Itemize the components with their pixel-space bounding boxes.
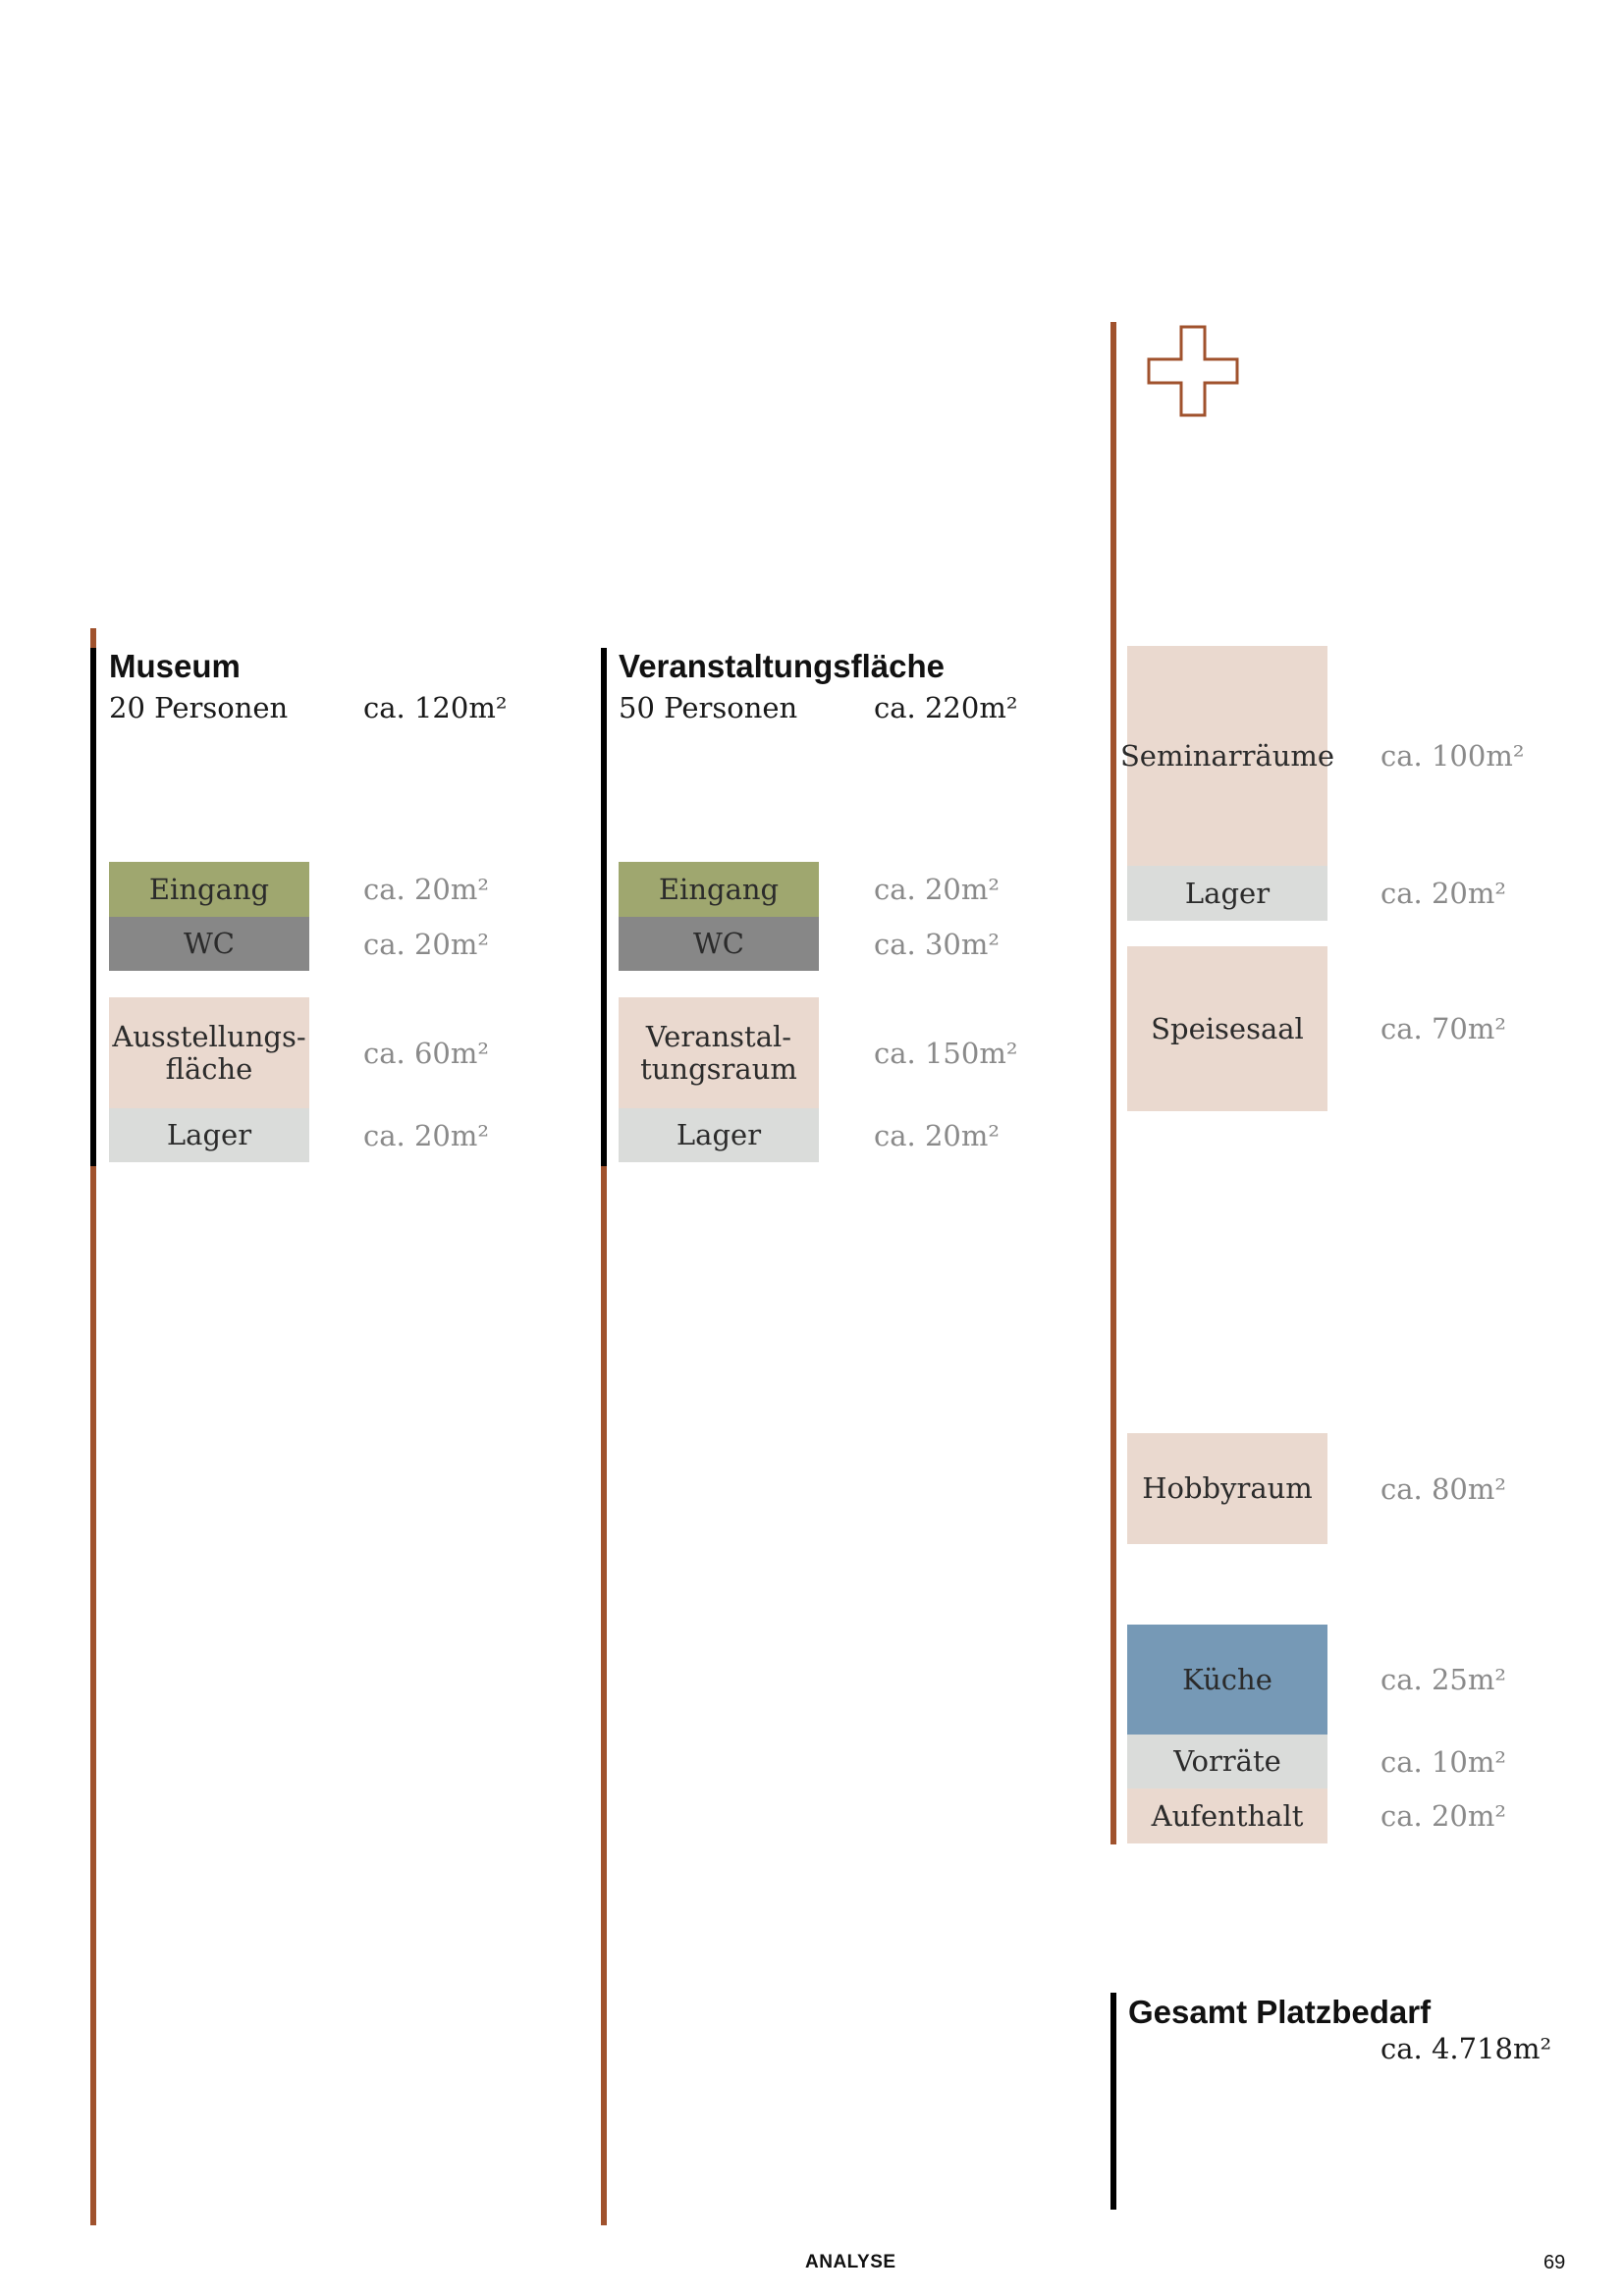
plus-accent-line — [1110, 322, 1116, 1844]
plus-area-aufenthalt: ca. 20m² — [1380, 1799, 1506, 1833]
museum-area-wc: ca. 20m² — [363, 927, 489, 961]
museum-room-ausstellung-label: Ausstellungs- fläche — [112, 1019, 306, 1086]
veranstaltung-room-lager: Lager — [619, 1108, 819, 1162]
veranstaltung-persons: 50 Personen — [619, 691, 798, 724]
plus-room-seminarraeume: Seminarräume — [1120, 646, 1334, 866]
plus-room-lager: Lager — [1127, 866, 1327, 921]
museum-room-lager: Lager — [109, 1108, 309, 1162]
plus-room-aufenthalt: Aufenthalt — [1127, 1789, 1327, 1843]
veranstaltung-room-wc: WC — [619, 917, 819, 971]
plus-area-seminarraeume: ca. 100m² — [1380, 739, 1525, 773]
veranstaltung-area-veranstaltungsraum: ca. 150m² — [874, 1036, 1018, 1070]
museum-area-ausstellung: ca. 60m² — [363, 1036, 489, 1070]
museum-total: ca. 120m² — [363, 691, 508, 724]
plus-area-lager: ca. 20m² — [1380, 877, 1506, 910]
veranstaltung-room-veranstaltungsraum: Veranstal- tungsraum — [619, 997, 819, 1108]
plus-icon — [1147, 325, 1239, 417]
museum-title: Museum — [109, 648, 241, 684]
veranstaltung-room-veranstaltungsraum-label: Veranstal- tungsraum — [640, 1019, 797, 1086]
gesamt-total: ca. 4.718m² — [1380, 2032, 1552, 2065]
veranstaltung-total: ca. 220m² — [874, 691, 1018, 724]
veranstaltung-black-line — [601, 648, 607, 1166]
museum-accent-line — [90, 628, 96, 2225]
museum-room-eingang: Eingang — [109, 862, 309, 917]
gesamt-black-line — [1110, 1993, 1116, 2210]
veranstaltung-area-eingang: ca. 20m² — [874, 873, 1000, 906]
plus-room-vorraete: Vorräte — [1127, 1735, 1327, 1789]
plus-room-kueche: Küche — [1127, 1625, 1327, 1735]
museum-room-wc: WC — [109, 917, 309, 971]
museum-room-ausstellung: Ausstellungs- fläche — [109, 997, 309, 1108]
museum-area-eingang: ca. 20m² — [363, 873, 489, 906]
museum-area-lager: ca. 20m² — [363, 1118, 489, 1152]
veranstaltung-room-eingang: Eingang — [619, 862, 819, 917]
veranstaltung-area-wc: ca. 30m² — [874, 927, 1000, 961]
plus-area-vorraete: ca. 10m² — [1380, 1744, 1506, 1779]
plus-area-kueche: ca. 25m² — [1380, 1663, 1506, 1696]
gesamt-title: Gesamt Platzbedarf — [1128, 1994, 1432, 2030]
footer-section-label: ANALYSE — [805, 2252, 896, 2272]
plus-room-speisesaal: Speisesaal — [1127, 946, 1327, 1111]
veranstaltung-title: Veranstaltungsfläche — [619, 648, 945, 684]
veranstaltung-accent-line — [601, 648, 607, 2225]
plus-area-hobbyraum: ca. 80m² — [1380, 1471, 1506, 1506]
museum-black-line — [90, 648, 96, 1166]
plus-room-hobbyraum: Hobbyraum — [1127, 1433, 1327, 1544]
plus-area-speisesaal: ca. 70m² — [1380, 1012, 1506, 1045]
museum-persons: 20 Personen — [109, 691, 289, 724]
page-number: 69 — [1543, 2252, 1566, 2273]
veranstaltung-area-lager: ca. 20m² — [874, 1118, 1000, 1152]
